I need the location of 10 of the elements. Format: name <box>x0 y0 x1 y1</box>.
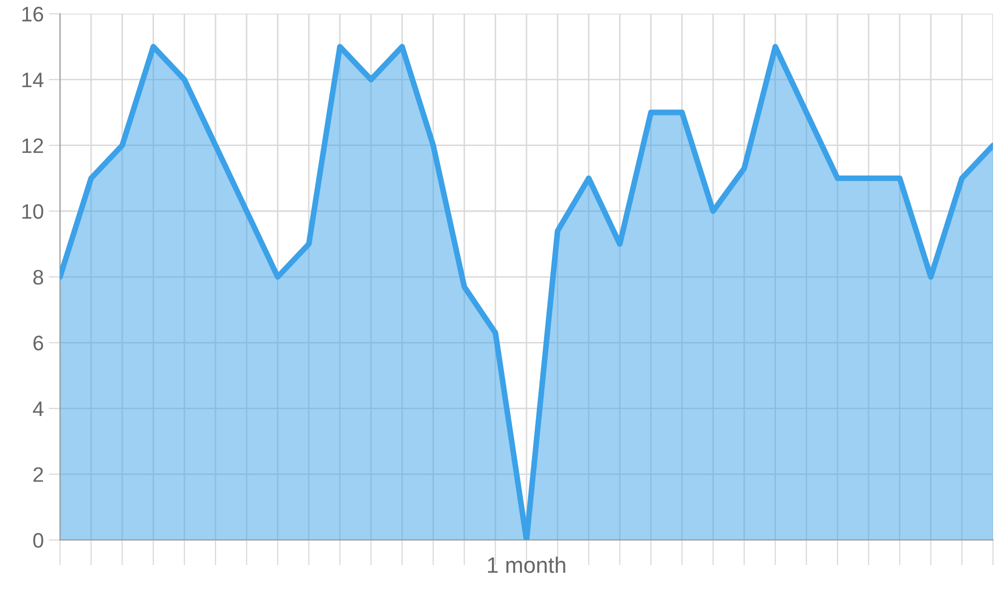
y-tick-label: 16 <box>22 6 44 22</box>
y-tick-label: 0 <box>33 533 44 548</box>
y-tick-label: 4 <box>32 402 44 416</box>
y-tick-label: 14 <box>22 72 44 88</box>
y-tick-label: 2 <box>33 467 43 482</box>
y-tick-label: 6 <box>34 336 44 350</box>
y-tick-label: 10 <box>22 204 44 219</box>
y-tick-label: 8 <box>33 270 44 285</box>
y-tick-label: 12 <box>22 138 43 153</box>
x-axis-title: 1 month <box>488 556 566 573</box>
